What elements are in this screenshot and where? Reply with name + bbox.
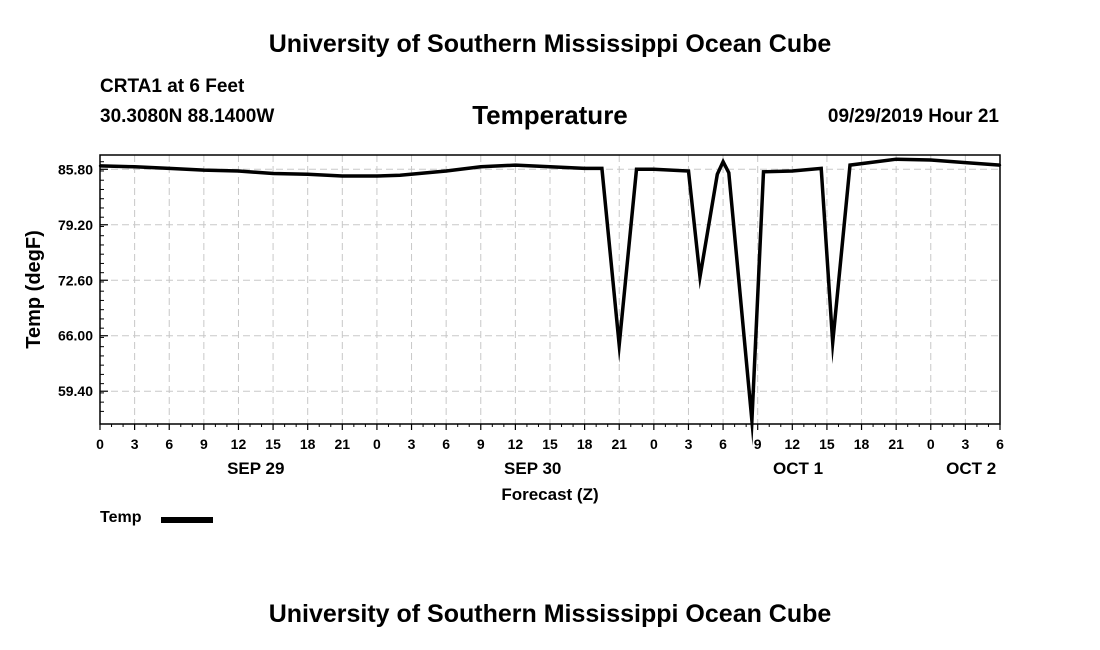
y-tick-label: 79.20 bbox=[58, 217, 93, 233]
temp-data-point bbox=[375, 174, 379, 178]
date-label: SEP 29 bbox=[227, 459, 284, 478]
temp-data-point bbox=[652, 168, 656, 171]
temp-data-point bbox=[618, 343, 621, 347]
date-label: SEP 30 bbox=[504, 459, 561, 478]
date-labels: SEP 29 SEP 30 OCT 1 OCT 2 bbox=[227, 459, 996, 478]
temp-data-point bbox=[306, 173, 309, 176]
temp-data-point bbox=[635, 168, 638, 171]
station-label: CRTA1 at 6 Feet bbox=[100, 76, 245, 97]
plot-frame bbox=[99, 154, 1001, 425]
temp-data-point bbox=[762, 170, 765, 174]
y-tick-label: 59.40 bbox=[58, 383, 93, 399]
temp-data-point bbox=[168, 167, 171, 170]
temp-data-point bbox=[716, 173, 719, 176]
x-axis-label: Forecast (Z) bbox=[501, 485, 598, 504]
x-tick-label: 0 bbox=[373, 436, 381, 452]
temp-data-point bbox=[791, 169, 794, 173]
issued-time: 09/29/2019 Hour 21 bbox=[827, 106, 999, 127]
x-tick-label: 0 bbox=[96, 436, 104, 452]
temp-data-point bbox=[698, 275, 702, 279]
x-tick-label: 15 bbox=[819, 436, 835, 452]
x-tick-label: 18 bbox=[300, 436, 316, 452]
temp-data-point bbox=[514, 163, 517, 167]
temp-data-point bbox=[750, 419, 754, 422]
x-tick-label: 3 bbox=[685, 436, 693, 452]
temp-data-point bbox=[133, 165, 136, 168]
x-tick-label: 15 bbox=[265, 436, 281, 452]
temp-data-point bbox=[398, 173, 402, 177]
temp-data-point bbox=[341, 174, 344, 178]
temp-data-point bbox=[479, 165, 482, 168]
temp-data-point bbox=[444, 169, 448, 173]
temp-data-point bbox=[894, 158, 898, 161]
temp-data-point bbox=[727, 171, 731, 174]
x-tick-label: 21 bbox=[335, 436, 351, 452]
x-tick-label: 6 bbox=[719, 436, 727, 452]
temp-data-point bbox=[548, 165, 552, 168]
x-tick-label: 9 bbox=[477, 436, 485, 452]
x-tick-label: 6 bbox=[996, 436, 1004, 452]
y-axis-label: Temp (degF) bbox=[23, 230, 45, 349]
station-coords: 30.3080N 88.1400W bbox=[100, 106, 275, 127]
variable-title: Temperature bbox=[472, 100, 628, 130]
x-tick-label: 21 bbox=[611, 436, 627, 452]
chart-title-top: University of Southern Mississippi Ocean… bbox=[268, 30, 832, 58]
date-label: OCT 2 bbox=[946, 459, 996, 478]
x-axis-ticks: 0 3 6 9 12 15 18 21 0 3 6 9 12 15 18 21 0 3 6 9 12 15 18 21 0 3 6 bbox=[96, 424, 1004, 452]
x-tick-label: 12 bbox=[785, 436, 801, 452]
temp-data-point bbox=[687, 169, 690, 173]
x-tick-label: 18 bbox=[577, 436, 593, 452]
date-label: OCT 1 bbox=[773, 459, 823, 478]
temp-series-line bbox=[99, 157, 1001, 446]
temp-data-point bbox=[202, 168, 206, 172]
y-tick-label: 85.80 bbox=[58, 161, 93, 177]
temp-data-point bbox=[237, 169, 240, 173]
legend-swatch-temp bbox=[161, 517, 213, 523]
x-tick-label: 3 bbox=[961, 436, 969, 452]
x-tick-label: 9 bbox=[200, 436, 208, 452]
temp-data-point bbox=[819, 167, 823, 170]
x-tick-label: 15 bbox=[542, 436, 558, 452]
temp-data-point bbox=[831, 341, 834, 344]
y-tick-label: 66.00 bbox=[58, 328, 93, 344]
x-tick-label: 6 bbox=[165, 436, 173, 452]
temp-data-point bbox=[721, 160, 725, 163]
x-tick-label: 9 bbox=[754, 436, 762, 452]
chart-title-bottom: University of Southern Mississippi Ocean… bbox=[268, 600, 832, 628]
y-tick-label: 72.60 bbox=[58, 272, 93, 288]
x-tick-label: 6 bbox=[442, 436, 450, 452]
x-tick-label: 0 bbox=[927, 436, 935, 452]
temp-data-point bbox=[929, 158, 932, 162]
x-tick-label: 3 bbox=[131, 436, 139, 452]
x-tick-label: 3 bbox=[408, 436, 416, 452]
x-tick-label: 21 bbox=[888, 436, 904, 452]
y-axis-ticks: 59.40 66.00 72.60 79.20 85.80 bbox=[58, 161, 108, 412]
legend-label: Temp bbox=[100, 509, 142, 526]
x-tick-label: 18 bbox=[854, 436, 870, 452]
x-tick-label: 12 bbox=[231, 436, 247, 452]
temp-data-point bbox=[848, 163, 852, 167]
temp-data-point bbox=[271, 172, 275, 175]
x-tick-label: 0 bbox=[650, 436, 658, 452]
grid-lines bbox=[100, 155, 1000, 424]
x-tick-label: 12 bbox=[508, 436, 524, 452]
temp-data-point bbox=[583, 167, 586, 170]
temp-data-point bbox=[964, 161, 967, 164]
temp-data-point bbox=[600, 167, 604, 170]
